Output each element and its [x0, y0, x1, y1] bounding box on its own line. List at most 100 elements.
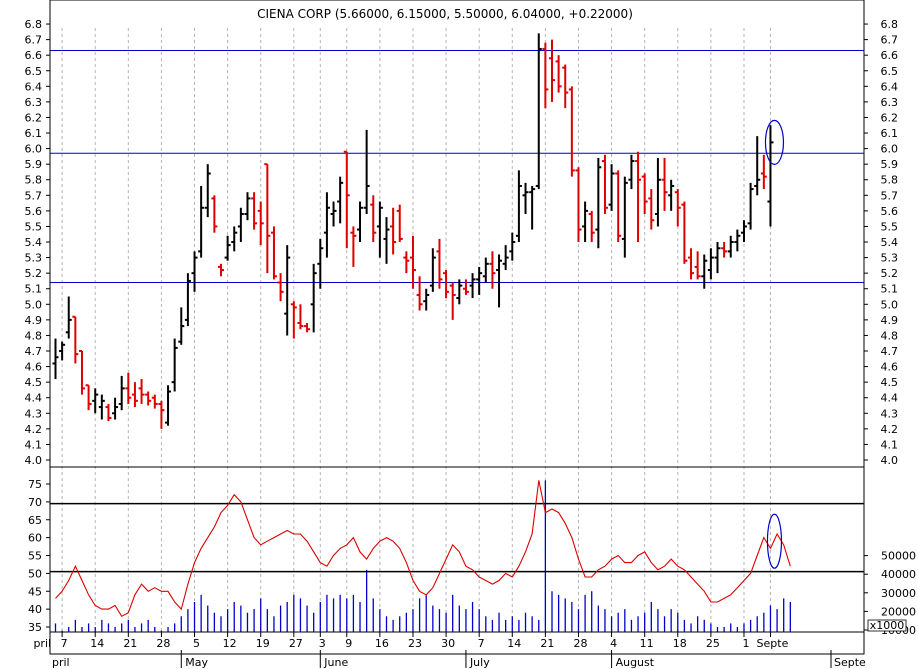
indicator-tick-label: 70: [28, 496, 42, 509]
y-tick-label: 4.7: [881, 345, 899, 358]
ohlc-bar: [529, 185, 536, 230]
y-tick-label: 6.8: [25, 18, 43, 31]
y-tick-label: 4.1: [881, 438, 899, 451]
ohlc-bar: [264, 163, 271, 274]
indicator-tick-label: 40: [28, 603, 42, 616]
y-tick-label: 5.2: [881, 267, 899, 280]
x-tick-label: 18: [673, 637, 687, 650]
ohlc-bar: [138, 379, 145, 404]
ohlc-bar: [284, 245, 291, 336]
ohlc-bar: [131, 382, 138, 408]
ohlc-bar: [496, 254, 503, 308]
indicator-tick-label: 45: [28, 585, 42, 598]
y-tick-label: 4.5: [25, 376, 43, 389]
ohlc-bar: [721, 242, 728, 258]
ohlc-bar: [198, 185, 205, 258]
ohlc-bar: [337, 176, 344, 224]
price-annotation-ellipse: [764, 119, 785, 165]
y-tick-label: 5.7: [25, 189, 43, 202]
y-tick-label: 6.4: [25, 80, 43, 93]
ohlc-bar: [515, 170, 522, 243]
price-bars: [52, 33, 774, 429]
indicator-tick-label: 75: [28, 478, 42, 491]
x-tick-label: 7: [478, 637, 485, 650]
ohlc-bar: [635, 151, 642, 243]
x-tick-label: 11: [640, 637, 654, 650]
x-tick-label: Septe: [757, 637, 789, 650]
ohlc-bar: [350, 226, 357, 267]
x-tick-label: 28: [573, 637, 587, 650]
ohlc-bar: [383, 217, 390, 264]
ohlc-bar: [72, 315, 79, 364]
y-tick-label: 4.5: [881, 376, 899, 389]
y-tick-label: 6.4: [881, 80, 899, 93]
y-tick-label: 6.3: [25, 96, 43, 109]
ohlc-bar: [270, 226, 277, 280]
ohlc-bar: [654, 157, 661, 227]
volume-unit-box: [867, 619, 907, 632]
ohlc-bar: [509, 232, 516, 261]
x-tick-label: 30: [441, 637, 455, 650]
y-tick-label: 4.4: [881, 392, 899, 405]
y-tick-label: 5.9: [25, 158, 43, 171]
x-tick-label: 12: [223, 637, 237, 650]
ohlc-bar: [403, 251, 410, 274]
indicator-line: [55, 480, 791, 618]
y-tick-label: 4.0: [25, 454, 43, 467]
ohlc-bar: [469, 273, 476, 299]
ohlc-bar: [370, 195, 377, 243]
ohlc-bar: [78, 350, 85, 395]
ohlc-bar: [549, 39, 555, 102]
x-tick-label: 1: [742, 637, 749, 650]
ohlc-bar: [681, 201, 688, 264]
ohlc-bar: [317, 238, 324, 289]
y-tick-label: 5.0: [881, 298, 899, 311]
y-tick-label: 5.8: [25, 174, 43, 187]
ohlc-bar: [145, 391, 152, 406]
ohlc-bar: [535, 33, 542, 190]
ohlc-bar: [105, 403, 112, 422]
ohlc-bar: [376, 201, 383, 258]
y-tick-label: 4.7: [25, 345, 43, 358]
x-tick-label: 3: [319, 637, 326, 650]
x-tick-label: 27: [289, 637, 303, 650]
ohlc-bar: [429, 248, 436, 292]
ohlc-bar: [211, 195, 218, 233]
ohlc-bar: [112, 397, 119, 420]
y-tick-label: 5.8: [881, 174, 899, 187]
ohlc-bar: [555, 55, 562, 93]
y-tick-label: 4.6: [25, 361, 43, 374]
indicator-reference-lines: [50, 502, 864, 573]
chart-title: CIENA CORP (5.66000, 6.15000, 5.50000, 6…: [257, 7, 633, 21]
ohlc-bar: [476, 266, 483, 295]
ohlc-bar: [224, 235, 231, 261]
ohlc-bar: [330, 201, 337, 227]
y-tick-label: 5.6: [881, 205, 899, 218]
ohlc-bar: [568, 86, 575, 177]
indicator-tick-label: 35: [28, 621, 42, 634]
ohlc-bar: [204, 164, 211, 218]
ohlc-bar: [98, 394, 105, 420]
ohlc-bar: [151, 394, 158, 409]
month-label: Septe: [834, 656, 866, 669]
ohlc-bar: [52, 338, 59, 380]
y-tick-label: 4.8: [25, 329, 43, 342]
ohlc-bar: [244, 192, 251, 221]
ohlc-bar: [257, 201, 264, 246]
ohlc-bar: [621, 176, 628, 258]
volume-unit-label: x1000: [870, 619, 905, 632]
y-tick-label: 4.0: [881, 454, 899, 467]
ohlc-bar: [661, 157, 668, 211]
ohlc-bar: [323, 192, 330, 258]
ohlc-bar: [588, 210, 595, 243]
right-axis-ticks: 4.0 4.1 4.2 4.3 4.4 4.5 4.6 4.7 4.8 4.9 5.0 5.1 5.2 5…: [864, 18, 898, 467]
x-tick-label: 28: [156, 637, 170, 650]
ohlc-bar: [648, 189, 655, 230]
y-tick-label: 5.5: [881, 220, 899, 233]
y-tick-label: 6.8: [881, 18, 899, 31]
ohlc-bar: [390, 207, 397, 255]
x-tick-label: 4: [610, 637, 617, 650]
ohlc-bar: [343, 150, 350, 249]
y-tick-label: 5.4: [25, 236, 43, 249]
x-tick-label: 16: [375, 637, 389, 650]
